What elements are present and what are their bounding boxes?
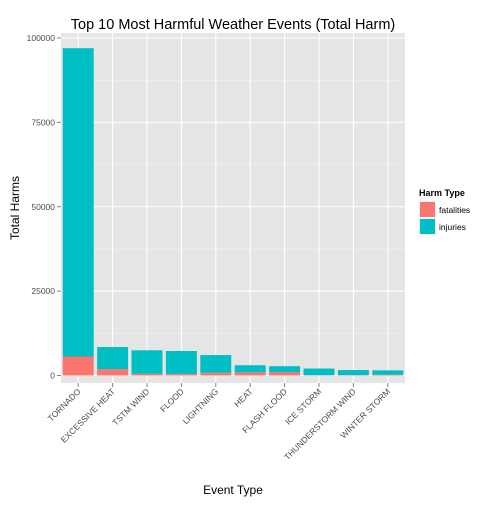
bar-injuries: [269, 366, 300, 372]
y-axis-label: Total Harms: [8, 176, 22, 240]
bar-fatalities: [166, 374, 197, 376]
y-tick-label: 25000: [31, 286, 55, 296]
bar-injuries: [338, 370, 369, 375]
bar-fatalities: [63, 356, 94, 375]
legend: Harm Type fatalities injuries: [419, 188, 470, 235]
legend-swatch-fatalities: [420, 202, 435, 217]
legend-swatch-injuries: [420, 219, 435, 234]
legend-label-injuries: injuries: [439, 222, 466, 232]
bar-injuries: [235, 365, 266, 372]
y-tick-label: 0: [50, 371, 55, 381]
bar-fatalities: [235, 372, 266, 375]
bar-injuries: [63, 48, 94, 356]
bar-fatalities: [132, 374, 163, 376]
y-tick-label: 50000: [31, 202, 55, 212]
bar-injuries: [200, 355, 231, 373]
bar-fatalities: [269, 372, 300, 375]
x-axis-label: Event Type: [203, 483, 263, 497]
legend-title: Harm Type: [419, 188, 465, 198]
y-tick-label: 75000: [31, 117, 55, 127]
bar-injuries: [304, 369, 335, 376]
bar-fatalities: [200, 373, 231, 376]
chart-title: Top 10 Most Harmful Weather Events (Tota…: [71, 17, 395, 33]
bar-injuries: [132, 350, 163, 373]
bar-injuries: [166, 351, 197, 374]
bar-injuries: [97, 347, 128, 369]
bar-fatalities: [372, 375, 403, 376]
bar-injuries: [372, 370, 403, 374]
bar-fatalities: [97, 369, 128, 375]
legend-label-fatalities: fatalities: [439, 205, 470, 215]
y-tick-label: 100000: [27, 33, 56, 43]
